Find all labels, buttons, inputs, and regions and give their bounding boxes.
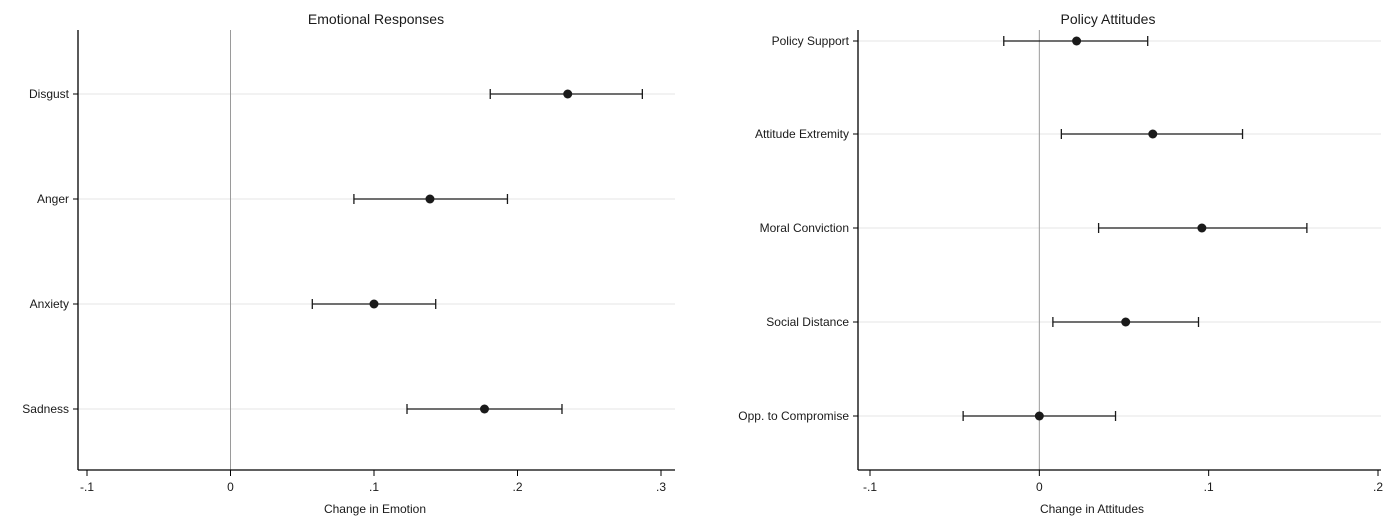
y-tick-label: Anger [37,192,69,206]
y-tick-label: Social Distance [766,315,849,329]
ci-bar-disgust [489,89,643,99]
x-tick-label: .2 [512,480,522,494]
ci-bar-policy-support [1003,36,1149,46]
x-tick-label: 0 [227,480,234,494]
ci-bar-sadness [406,404,563,414]
point-estimate [425,194,435,204]
point-estimate [369,299,379,309]
panel-policy-attitudes: -.1 0 .1 .2 Policy Support Attitude Extremity… [738,11,1383,516]
y-tick-label: Moral Conviction [760,221,849,235]
ci-bar-opp-to-compromise [962,411,1117,421]
y-tick-label: Disgust [29,87,70,101]
point-estimate [1034,411,1044,421]
x-tick-label: .1 [1204,480,1214,494]
x-tick-label: 0 [1036,480,1043,494]
chart-title: Emotional Responses [308,11,444,27]
x-tick-label: -.1 [863,480,877,494]
y-tick-label: Attitude Extremity [755,127,849,141]
point-estimate [1121,317,1131,327]
ci-bar-attitude-extremity [1060,129,1244,139]
point-estimate [1148,129,1158,139]
x-axis-label: Change in Attitudes [1040,502,1144,516]
ci-bar-social-distance [1052,317,1200,327]
ci-bar-moral-conviction [1097,223,1308,233]
x-tick-label: .2 [1373,480,1383,494]
y-tick-label: Sadness [22,402,69,416]
x-tick-label: .3 [656,480,666,494]
point-estimate [1072,36,1082,46]
ci-bar-anxiety [311,299,437,309]
point-estimate [479,404,489,414]
chart-title: Policy Attitudes [1061,11,1156,27]
point-estimate [1197,223,1207,233]
ci-bar-anger [353,194,509,204]
x-axis-label: Change in Emotion [324,502,426,516]
y-tick-label: Opp. to Compromise [738,409,849,423]
y-tick-label: Anxiety [30,297,69,311]
point-estimate [563,89,573,99]
x-tick-label: .1 [369,480,379,494]
panel-emotional-responses: -.1 0 .1 .2 .3 Disgust Anger Anxiety Sadness Emot… [22,11,675,516]
y-tick-label: Policy Support [772,34,850,48]
x-tick-label: -.1 [80,480,94,494]
